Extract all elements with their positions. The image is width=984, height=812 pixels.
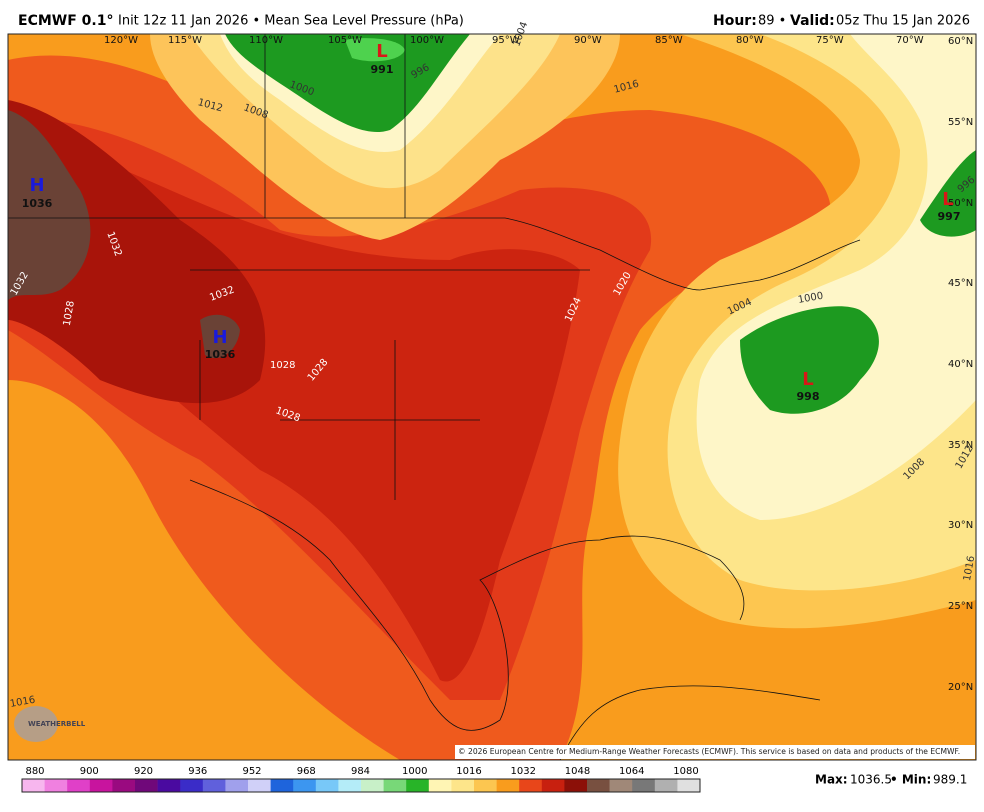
valid: 05z Thu 15 Jan 2026 [836, 14, 970, 29]
colorbar-frame [21, 778, 701, 793]
map: 120°W 115°W 110°W 105°W 100°W 95°W 90°W … [7, 20, 977, 761]
lat-label: 60°N [948, 36, 973, 47]
low-marker: L [802, 369, 813, 390]
colorbar-swatch [225, 779, 249, 792]
colorbar-label: 1000 [402, 766, 427, 777]
contour-label: 1028 [62, 300, 77, 327]
logo: WEATHERBELL [28, 720, 86, 728]
max: 1036.5 [850, 773, 892, 787]
colorbar-label: 920 [134, 766, 153, 777]
colorbar-swatch [338, 779, 362, 792]
colorbar-swatch [451, 779, 475, 792]
colorbar-swatch [632, 779, 656, 792]
hour-label: Hour: [713, 13, 757, 29]
colorbar-swatch [564, 779, 588, 792]
copyright-box [455, 745, 975, 759]
lon-label: 95°W [492, 35, 520, 46]
colorbar-label: 1016 [456, 766, 481, 777]
colorbar-swatch [157, 779, 181, 792]
contour-label: 1000 [797, 291, 824, 306]
high-marker: H [212, 327, 227, 348]
contour-label: 1028 [270, 360, 295, 371]
colorbar-swatch [89, 779, 113, 792]
colorbar-label: 1048 [565, 766, 590, 777]
colorbar-swatch [541, 779, 565, 792]
colorbar-swatch [135, 779, 158, 792]
colorbar-swatch [406, 779, 430, 792]
colorbar-swatch [67, 779, 91, 792]
colorbar-swatch [22, 779, 45, 792]
lat-label: 25°N [948, 601, 973, 612]
colorbar-swatch [474, 779, 497, 792]
colorbar-label: 900 [80, 766, 99, 777]
colorbar-swatch [587, 779, 610, 792]
max-label: Max: [815, 773, 848, 787]
colorbar-swatch [519, 779, 543, 792]
colorbar-label: 952 [242, 766, 261, 777]
colorbar-swatch [202, 779, 226, 792]
lon-label: 85°W [655, 35, 683, 46]
contour-label: 1016 [9, 695, 36, 710]
colorbar-swatch [315, 779, 339, 792]
colorbar: 880 900 920 936 952 968 984 1000 1016 1032 1048 106… [21, 766, 701, 793]
high-value: 1036 [22, 197, 53, 210]
lat-label: 40°N [948, 359, 973, 370]
low-marker: L [942, 189, 953, 210]
colorbar-swatch [248, 779, 271, 792]
lon-label: 115°W [168, 35, 202, 46]
colorbar-swatch [496, 779, 520, 792]
colorbar-swatch [383, 779, 407, 792]
high-marker: H [29, 175, 44, 196]
high-value: 1036 [205, 348, 236, 361]
contour-label: 1016 [962, 555, 977, 582]
colorbar-label: 1032 [511, 766, 536, 777]
lat-label: 30°N [948, 520, 973, 531]
lon-label: 100°W [410, 35, 444, 46]
colorbar-swatch [609, 779, 633, 792]
lon-label: 105°W [328, 35, 362, 46]
colorbar-label: 880 [25, 766, 44, 777]
colorbar-swatch [361, 779, 384, 792]
lon-label: 80°W [736, 35, 764, 46]
model: ECMWF 0.1° [18, 13, 113, 29]
run: Init 12z 11 Jan 2026 • Mean Sea Level Pr… [118, 14, 464, 29]
lon-label: 110°W [249, 35, 283, 46]
low-marker: L [376, 41, 387, 62]
valid-label: Valid: [790, 13, 835, 29]
copyright: © 2026 European Centre for Medium-Range … [458, 747, 960, 756]
lon-label: 90°W [574, 35, 602, 46]
lat-label: 20°N [948, 682, 973, 693]
colorbar-swatch [180, 779, 204, 792]
lon-label: 75°W [816, 35, 844, 46]
lat-label: 50°N [948, 198, 973, 209]
low-value: 998 [797, 390, 820, 403]
colorbar-label: 1064 [619, 766, 644, 777]
lat-label: 45°N [948, 278, 973, 289]
low-value: 991 [371, 63, 394, 76]
hour: 89 • [758, 14, 786, 29]
colorbar-swatch [677, 779, 701, 792]
min-label: • Min: [890, 773, 931, 787]
colorbar-swatch [654, 779, 678, 792]
lat-label: 55°N [948, 117, 973, 128]
colorbar-swatch [270, 779, 294, 792]
logo-icon [14, 706, 58, 742]
colorbar-label: 1080 [673, 766, 698, 777]
min: 989.1 [933, 773, 967, 787]
colorbar-swatch [44, 779, 68, 792]
lat-label: 35°N [948, 440, 973, 451]
colorbar-label: 968 [297, 766, 316, 777]
colorbar-swatch [428, 779, 452, 792]
lon-label: 70°W [896, 35, 924, 46]
colorbar-label: 984 [351, 766, 370, 777]
colorbar-label: 936 [188, 766, 207, 777]
colorbar-swatch [112, 779, 136, 792]
lon-label: 120°W [104, 35, 138, 46]
colorbar-swatch [293, 779, 317, 792]
low-value: 997 [938, 210, 961, 223]
